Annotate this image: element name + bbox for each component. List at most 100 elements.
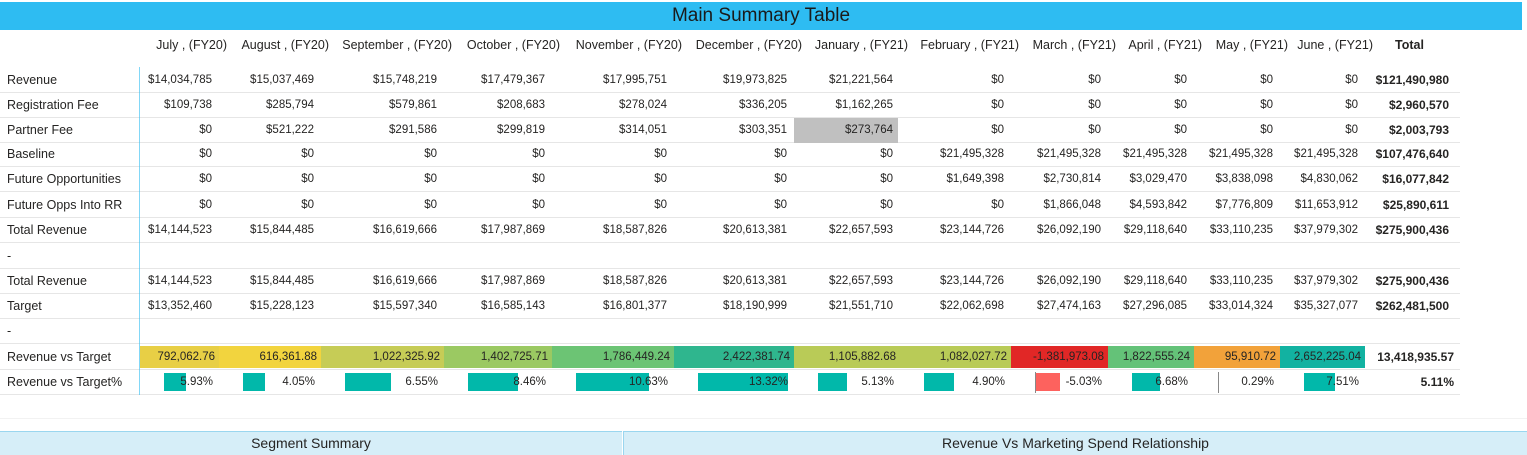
column-header[interactable]: June , (FY21) xyxy=(1297,38,1373,52)
table-cell[interactable] xyxy=(900,319,1009,344)
table-cell[interactable] xyxy=(444,319,550,344)
table-cell[interactable]: $285,794 xyxy=(219,93,319,118)
table-cell[interactable]: $21,495,328 xyxy=(1280,142,1363,167)
table-cell[interactable]: $0 xyxy=(552,167,672,192)
table-cell[interactable]: $15,844,485 xyxy=(219,218,319,243)
column-header[interactable]: April , (FY21) xyxy=(1128,38,1202,52)
table-cell[interactable] xyxy=(1280,244,1363,269)
heatmap-cell[interactable]: 1,402,725.71 xyxy=(444,346,552,368)
table-cell[interactable] xyxy=(1365,244,1454,269)
table-cell[interactable]: $275,900,436 xyxy=(1365,218,1454,243)
table-cell[interactable]: $18,587,826 xyxy=(552,269,672,294)
table-cell[interactable]: $299,819 xyxy=(444,118,550,143)
data-bar-cell[interactable]: 5.93% xyxy=(140,370,217,395)
table-cell[interactable]: $0 xyxy=(900,68,1009,93)
table-cell[interactable]: $336,205 xyxy=(674,93,792,118)
table-cell[interactable]: $33,110,235 xyxy=(1194,218,1278,243)
table-cell[interactable]: $18,587,826 xyxy=(552,218,672,243)
table-cell[interactable] xyxy=(1108,319,1192,344)
table-cell[interactable]: $1,162,265 xyxy=(794,93,898,118)
table-cell[interactable] xyxy=(1011,244,1106,269)
table-cell[interactable]: $0 xyxy=(794,142,898,167)
heatmap-cell[interactable]: 2,652,225.04 xyxy=(1280,346,1365,368)
table-cell[interactable]: $0 xyxy=(900,93,1009,118)
table-cell[interactable]: $15,597,340 xyxy=(321,294,442,319)
table-cell[interactable]: $0 xyxy=(1108,118,1192,143)
table-cell[interactable]: $2,960,570 xyxy=(1365,93,1454,118)
table-cell[interactable] xyxy=(1280,319,1363,344)
heatmap-cell[interactable]: 95,910.72 xyxy=(1194,346,1280,368)
table-cell[interactable]: $14,034,785 xyxy=(140,68,217,93)
table-cell[interactable]: $4,830,062 xyxy=(1280,167,1363,192)
table-cell[interactable]: $13,352,460 xyxy=(140,294,217,319)
table-cell[interactable]: $3,838,098 xyxy=(1194,167,1278,192)
table-cell[interactable]: $0 xyxy=(321,193,442,218)
table-cell[interactable]: $21,221,564 xyxy=(794,68,898,93)
column-header[interactable]: May , (FY21) xyxy=(1215,38,1288,52)
table-cell[interactable]: $314,051 xyxy=(552,118,672,143)
heatmap-cell[interactable]: 616,361.88 xyxy=(219,346,321,368)
table-cell[interactable]: $0 xyxy=(1011,93,1106,118)
table-cell[interactable]: $14,144,523 xyxy=(140,218,217,243)
table-cell[interactable]: $1,649,398 xyxy=(900,167,1009,192)
table-cell[interactable]: $21,495,328 xyxy=(1108,142,1192,167)
table-cell[interactable]: $0 xyxy=(219,193,319,218)
table-cell[interactable]: $0 xyxy=(794,193,898,218)
table-cell[interactable]: $0 xyxy=(1280,93,1363,118)
column-header[interactable]: October , (FY20) xyxy=(466,38,560,52)
table-cell[interactable]: $22,062,698 xyxy=(900,294,1009,319)
table-cell[interactable] xyxy=(140,244,217,269)
table-cell[interactable]: $0 xyxy=(674,142,792,167)
table-cell[interactable]: $16,077,842 xyxy=(1365,167,1454,192)
data-bar-cell[interactable]: 7.51% xyxy=(1280,370,1363,395)
table-cell[interactable]: $273,764 xyxy=(794,118,898,143)
table-cell[interactable]: $0 xyxy=(219,167,319,192)
table-cell[interactable]: $0 xyxy=(140,142,217,167)
table-cell[interactable]: $109,738 xyxy=(140,93,217,118)
table-cell[interactable] xyxy=(1108,244,1192,269)
table-cell[interactable]: $121,490,980 xyxy=(1365,68,1454,93)
table-cell[interactable]: $27,474,163 xyxy=(1011,294,1106,319)
table-cell[interactable]: $0 xyxy=(674,193,792,218)
table-cell[interactable]: $0 xyxy=(140,118,217,143)
table-cell[interactable]: $15,844,485 xyxy=(219,269,319,294)
table-cell[interactable]: $0 xyxy=(321,167,442,192)
column-header[interactable]: February , (FY21) xyxy=(920,38,1019,52)
table-cell[interactable]: $0 xyxy=(1194,118,1278,143)
table-cell[interactable] xyxy=(552,244,672,269)
table-cell[interactable] xyxy=(140,319,217,344)
table-cell[interactable]: $2,730,814 xyxy=(1011,167,1106,192)
table-cell[interactable] xyxy=(444,244,550,269)
data-bar-cell[interactable]: 0.29% xyxy=(1194,370,1278,395)
table-cell[interactable]: $16,619,666 xyxy=(321,269,442,294)
table-cell[interactable]: $2,003,793 xyxy=(1365,118,1454,143)
table-cell[interactable]: $0 xyxy=(1108,68,1192,93)
table-cell[interactable]: $37,979,302 xyxy=(1280,269,1363,294)
table-cell[interactable]: $26,092,190 xyxy=(1011,218,1106,243)
table-cell[interactable]: $0 xyxy=(444,193,550,218)
table-cell[interactable]: $0 xyxy=(140,167,217,192)
table-cell[interactable]: $0 xyxy=(1011,118,1106,143)
table-cell[interactable]: $0 xyxy=(674,167,792,192)
column-header[interactable]: March , (FY21) xyxy=(1032,38,1116,52)
revenue-vs-marketing-tab[interactable]: Revenue Vs Marketing Spend Relationship xyxy=(623,431,1527,455)
column-header[interactable]: December , (FY20) xyxy=(695,38,802,52)
table-cell[interactable]: $3,029,470 xyxy=(1108,167,1192,192)
table-cell[interactable]: $7,776,809 xyxy=(1194,193,1278,218)
table-cell[interactable]: $0 xyxy=(219,142,319,167)
table-cell[interactable]: $21,495,328 xyxy=(1011,142,1106,167)
data-bar-cell[interactable]: 8.46% xyxy=(444,370,550,395)
table-cell[interactable]: $303,351 xyxy=(674,118,792,143)
table-cell[interactable]: $19,973,825 xyxy=(674,68,792,93)
table-cell[interactable]: $17,995,751 xyxy=(552,68,672,93)
heatmap-cell[interactable]: 1,786,449.24 xyxy=(552,346,674,368)
table-cell[interactable]: $0 xyxy=(794,167,898,192)
table-cell[interactable]: $107,476,640 xyxy=(1365,142,1454,167)
table-cell[interactable] xyxy=(219,319,319,344)
table-cell[interactable]: $23,144,726 xyxy=(900,218,1009,243)
table-cell[interactable]: $21,495,328 xyxy=(900,142,1009,167)
column-header[interactable]: September , (FY20) xyxy=(342,38,452,52)
table-cell[interactable]: $26,092,190 xyxy=(1011,269,1106,294)
table-cell[interactable]: $0 xyxy=(140,193,217,218)
table-cell[interactable]: $521,222 xyxy=(219,118,319,143)
